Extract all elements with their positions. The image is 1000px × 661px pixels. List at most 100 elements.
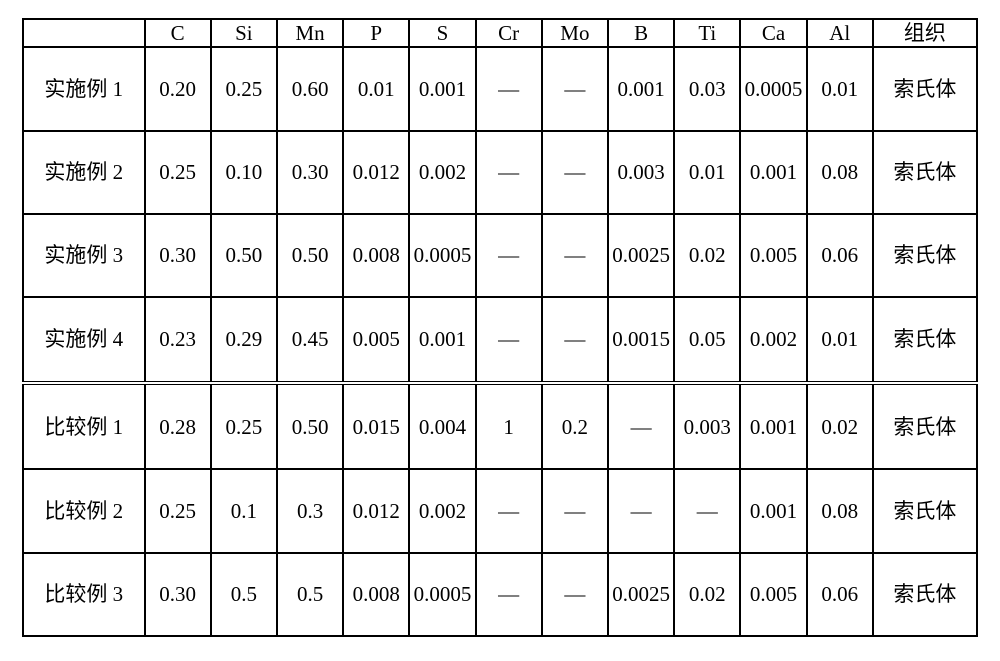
- table-row: 比较例 30.300.50.50.0080.0005——0.00250.020.…: [23, 553, 977, 636]
- header-Al: Al: [807, 19, 873, 47]
- header-Mo: Mo: [542, 19, 608, 47]
- header-Si: Si: [211, 19, 277, 47]
- header-Ti: Ti: [674, 19, 740, 47]
- table-row: 实施例 40.230.290.450.0050.001——0.00150.050…: [23, 297, 977, 383]
- cell: 0.03: [674, 47, 740, 130]
- cell: 0.01: [807, 47, 873, 130]
- cell: 索氏体: [873, 383, 977, 469]
- cell: 0.02: [807, 383, 873, 469]
- cell: 0.20: [145, 47, 211, 130]
- table-container: CSiMnPSCrMoBTiCaAl组织 实施例 10.200.250.600.…: [0, 0, 1000, 661]
- cell: 0.003: [674, 383, 740, 469]
- cell: 0.5: [211, 553, 277, 636]
- table-row: 实施例 30.300.500.500.0080.0005——0.00250.02…: [23, 214, 977, 297]
- table-row: 实施例 10.200.250.600.010.001——0.0010.030.0…: [23, 47, 977, 130]
- cell: 0.25: [145, 469, 211, 552]
- cell: 0.01: [674, 131, 740, 214]
- cell: —: [674, 469, 740, 552]
- composition-table: CSiMnPSCrMoBTiCaAl组织 实施例 10.200.250.600.…: [22, 18, 978, 637]
- cell: 0.001: [740, 383, 806, 469]
- cell: 0.0025: [608, 553, 674, 636]
- row-label: 实施例 4: [23, 297, 145, 383]
- cell: 0.015: [343, 383, 409, 469]
- cell: 0.001: [409, 47, 475, 130]
- cell: 0.30: [145, 553, 211, 636]
- cell: 0.28: [145, 383, 211, 469]
- header-P: P: [343, 19, 409, 47]
- cell: —: [608, 469, 674, 552]
- cell: 0.25: [211, 383, 277, 469]
- cell: 0.012: [343, 131, 409, 214]
- row-label: 比较例 3: [23, 553, 145, 636]
- table-head: CSiMnPSCrMoBTiCaAl组织: [23, 19, 977, 47]
- cell: 0.08: [807, 131, 873, 214]
- header-blank: [23, 19, 145, 47]
- cell: 0.0005: [409, 553, 475, 636]
- cell: 0.45: [277, 297, 343, 383]
- cell: 0.0015: [608, 297, 674, 383]
- cell: 0.01: [343, 47, 409, 130]
- cell: 索氏体: [873, 469, 977, 552]
- cell: 1: [476, 383, 542, 469]
- cell: —: [542, 131, 608, 214]
- cell: 0.06: [807, 214, 873, 297]
- header-C: C: [145, 19, 211, 47]
- cell: 0.001: [740, 131, 806, 214]
- cell: 0.23: [145, 297, 211, 383]
- cell: 0.008: [343, 553, 409, 636]
- table-row: 实施例 20.250.100.300.0120.002——0.0030.010.…: [23, 131, 977, 214]
- cell: 0.50: [277, 214, 343, 297]
- header-Ca: Ca: [740, 19, 806, 47]
- cell: —: [542, 297, 608, 383]
- cell: 0.012: [343, 469, 409, 552]
- cell: 索氏体: [873, 214, 977, 297]
- row-label: 比较例 2: [23, 469, 145, 552]
- cell: 0.50: [277, 383, 343, 469]
- row-label: 比较例 1: [23, 383, 145, 469]
- cell: 0.008: [343, 214, 409, 297]
- table-body: 实施例 10.200.250.600.010.001——0.0010.030.0…: [23, 47, 977, 636]
- cell: 0.001: [409, 297, 475, 383]
- cell: —: [476, 131, 542, 214]
- cell: 0.2: [542, 383, 608, 469]
- cell: 0.25: [211, 47, 277, 130]
- cell: 0.08: [807, 469, 873, 552]
- cell: 0.05: [674, 297, 740, 383]
- cell: 0.25: [145, 131, 211, 214]
- cell: 0.002: [409, 469, 475, 552]
- cell: 索氏体: [873, 553, 977, 636]
- cell: —: [476, 214, 542, 297]
- header-组织: 组织: [873, 19, 977, 47]
- cell: 0.30: [277, 131, 343, 214]
- cell: 0.29: [211, 297, 277, 383]
- cell: —: [476, 47, 542, 130]
- row-label: 实施例 3: [23, 214, 145, 297]
- cell: 0.005: [740, 214, 806, 297]
- cell: —: [476, 469, 542, 552]
- cell: 0.50: [211, 214, 277, 297]
- cell: 0.02: [674, 214, 740, 297]
- cell: 0.002: [740, 297, 806, 383]
- cell: —: [542, 47, 608, 130]
- header-row: CSiMnPSCrMoBTiCaAl组织: [23, 19, 977, 47]
- cell: —: [476, 297, 542, 383]
- header-B: B: [608, 19, 674, 47]
- cell: 0.02: [674, 553, 740, 636]
- cell: 0.001: [608, 47, 674, 130]
- cell: 0.01: [807, 297, 873, 383]
- cell: 0.3: [277, 469, 343, 552]
- cell: 0.5: [277, 553, 343, 636]
- header-S: S: [409, 19, 475, 47]
- cell: 0.005: [740, 553, 806, 636]
- row-label: 实施例 2: [23, 131, 145, 214]
- cell: 索氏体: [873, 297, 977, 383]
- cell: 0.06: [807, 553, 873, 636]
- row-label: 实施例 1: [23, 47, 145, 130]
- header-Cr: Cr: [476, 19, 542, 47]
- table-row: 比较例 20.250.10.30.0120.002————0.0010.08索氏…: [23, 469, 977, 552]
- cell: 0.001: [740, 469, 806, 552]
- cell: 0.10: [211, 131, 277, 214]
- cell: 0.003: [608, 131, 674, 214]
- cell: 0.0005: [409, 214, 475, 297]
- cell: 0.0025: [608, 214, 674, 297]
